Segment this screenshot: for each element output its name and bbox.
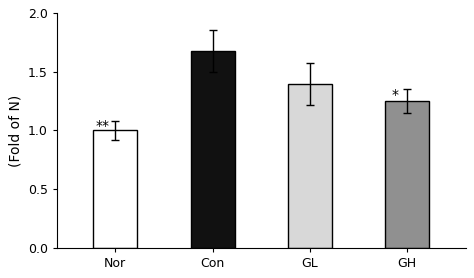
Bar bbox=[191, 51, 235, 248]
Bar bbox=[385, 101, 429, 248]
Text: **: ** bbox=[96, 119, 109, 133]
Text: *: * bbox=[391, 88, 398, 102]
Bar bbox=[93, 130, 137, 248]
Bar bbox=[288, 84, 332, 248]
Y-axis label: (Fold of N): (Fold of N) bbox=[9, 94, 22, 167]
